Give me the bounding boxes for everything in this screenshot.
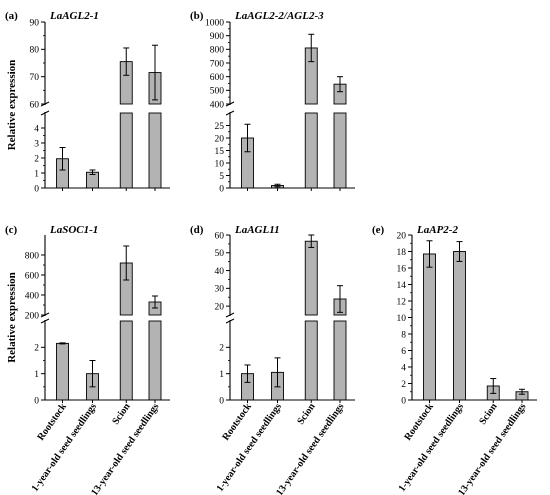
y-tick-label: 700 (210, 59, 225, 69)
y-tick-label: 18 (397, 248, 407, 258)
bar-3 (119, 112, 133, 189)
x-tick-label: Rootstock (35, 401, 69, 443)
chart-title: LaAGL2-2/AGL2-3 (234, 10, 324, 22)
y-tick-label: 10 (397, 314, 407, 324)
bar-4 (148, 112, 162, 189)
axis-break-mark (225, 312, 235, 318)
y-tick-label: 800 (25, 251, 40, 261)
y-tick-label: 0 (219, 184, 224, 194)
x-tick-label: Scion (110, 401, 133, 427)
y-tick-label: 400 (25, 291, 40, 301)
panel-letter: (a) (5, 10, 18, 22)
panel-letter: (c) (5, 224, 18, 236)
y-tick-label: 90 (30, 18, 40, 28)
y-tick-label: 60 (30, 100, 40, 110)
y-tick-label: 20 (215, 134, 225, 144)
y-tick-label: 6 (401, 347, 406, 357)
axis-break-mark (40, 110, 50, 116)
bar-3 (119, 320, 133, 401)
y-tick-label: 10 (215, 159, 225, 169)
panel-letter: (d) (190, 224, 204, 236)
y-tick-label: 12 (397, 297, 407, 307)
y-tick-label: 5 (219, 172, 224, 182)
y-tick-label: 0 (401, 396, 406, 406)
y-axis-label: Relative expression (6, 60, 18, 151)
y-tick-label: 1000 (205, 18, 224, 28)
y-tick-label: 600 (25, 271, 40, 281)
x-tick-label: Rootstock (402, 401, 436, 443)
y-tick-label: 50 (215, 249, 225, 259)
bar-1 (423, 253, 436, 401)
y-tick-label: 30 (215, 285, 225, 295)
y-tick-label: 3 (34, 139, 39, 149)
bar-4 (333, 112, 347, 189)
y-tick-label: 1 (34, 370, 39, 380)
bar-4 (333, 320, 347, 401)
axis-break-mark (225, 318, 235, 324)
panel-e: (e) LaAP2-2 0 2 4 6 8 10 12 14 16 18 20 Rootstock1-ye… (372, 224, 537, 495)
y-tick-label: 4 (401, 363, 406, 373)
x-tick-label: Scion (477, 401, 500, 427)
y-tick-label: 0 (34, 396, 39, 406)
y-tick-label: 2 (401, 380, 406, 390)
y-axis-label: Relative expression (6, 272, 18, 363)
panel-d: (d) LaAGL11 20 30 40 50 60 0 1 2 Rootstock1-year-o… (190, 224, 355, 495)
y-tick-label: 60 (215, 231, 225, 241)
y-tick-label: 2 (219, 344, 224, 354)
y-tick-label: 20 (397, 231, 407, 241)
y-tick-label: 4 (34, 124, 39, 134)
bar-2 (453, 251, 466, 401)
axis-break-mark (40, 101, 50, 107)
y-tick-label: 20 (215, 302, 225, 312)
y-tick-label: 0 (219, 396, 224, 406)
axis-break-mark (225, 101, 235, 107)
y-tick-label: 900 (210, 32, 225, 42)
y-tick-label: 14 (397, 281, 407, 291)
y-tick-label: 800 (210, 46, 225, 56)
chart-title: LaAGL2-1 (49, 10, 99, 22)
y-tick-label: 8 (401, 330, 406, 340)
axis-break-mark (40, 312, 50, 318)
y-tick-label: 70 (30, 73, 40, 83)
axis-break-gap (224, 316, 355, 320)
y-tick-label: 40 (215, 267, 225, 277)
y-tick-label: 15 (215, 147, 225, 157)
bar-3 (304, 240, 318, 316)
panel-a: (a) LaAGL2-1 Relative expression 60 70 80 90 0 1… (5, 10, 170, 194)
panel-b: (b) LaAGL2-2/AGL2-3 400 500 600 700 800 900 1000… (190, 10, 355, 194)
x-tick-label: Rootstock (220, 401, 254, 443)
x-tick-label: 1-year-old seed seedlings (30, 401, 99, 494)
chart-title: LaSOC1-1 (49, 224, 98, 236)
panel-letter: (e) (372, 224, 385, 236)
y-tick-label: 16 (397, 264, 407, 274)
y-tick-label: 25 (215, 122, 225, 132)
bar-1 (56, 342, 69, 401)
axis-break-mark (225, 110, 235, 116)
y-tick-label: 2 (34, 344, 39, 354)
chart-title: LaAGL11 (234, 224, 280, 236)
y-tick-label: 400 (210, 100, 225, 110)
y-tick-label: 1 (34, 169, 39, 179)
bar-3 (304, 112, 318, 189)
y-tick-label: 500 (210, 87, 225, 97)
y-tick-label: 1 (219, 370, 224, 380)
x-tick-label: 1-year-old seed seedlings (215, 401, 284, 494)
bar-3 (304, 320, 318, 401)
axis-break-gap (224, 105, 355, 112)
y-tick-label: 0 (34, 184, 39, 194)
panel-letter: (b) (190, 10, 204, 22)
x-tick-label: Scion (295, 401, 318, 427)
axis-break-gap (39, 105, 170, 112)
axis-break-gap (39, 316, 170, 320)
x-tick-label: 1-year-old seed seedlings (397, 401, 466, 494)
chart-title: LaAP2-2 (416, 224, 458, 236)
y-tick-label: 80 (30, 46, 40, 56)
y-tick-label: 200 (25, 311, 40, 321)
axis-break-mark (40, 318, 50, 324)
y-tick-label: 2 (34, 154, 39, 164)
bar-4 (148, 320, 162, 401)
y-tick-label: 600 (210, 73, 225, 83)
panel-c: (c) LaSOC1-1 Relative expression 200 400 600 8… (5, 224, 170, 495)
